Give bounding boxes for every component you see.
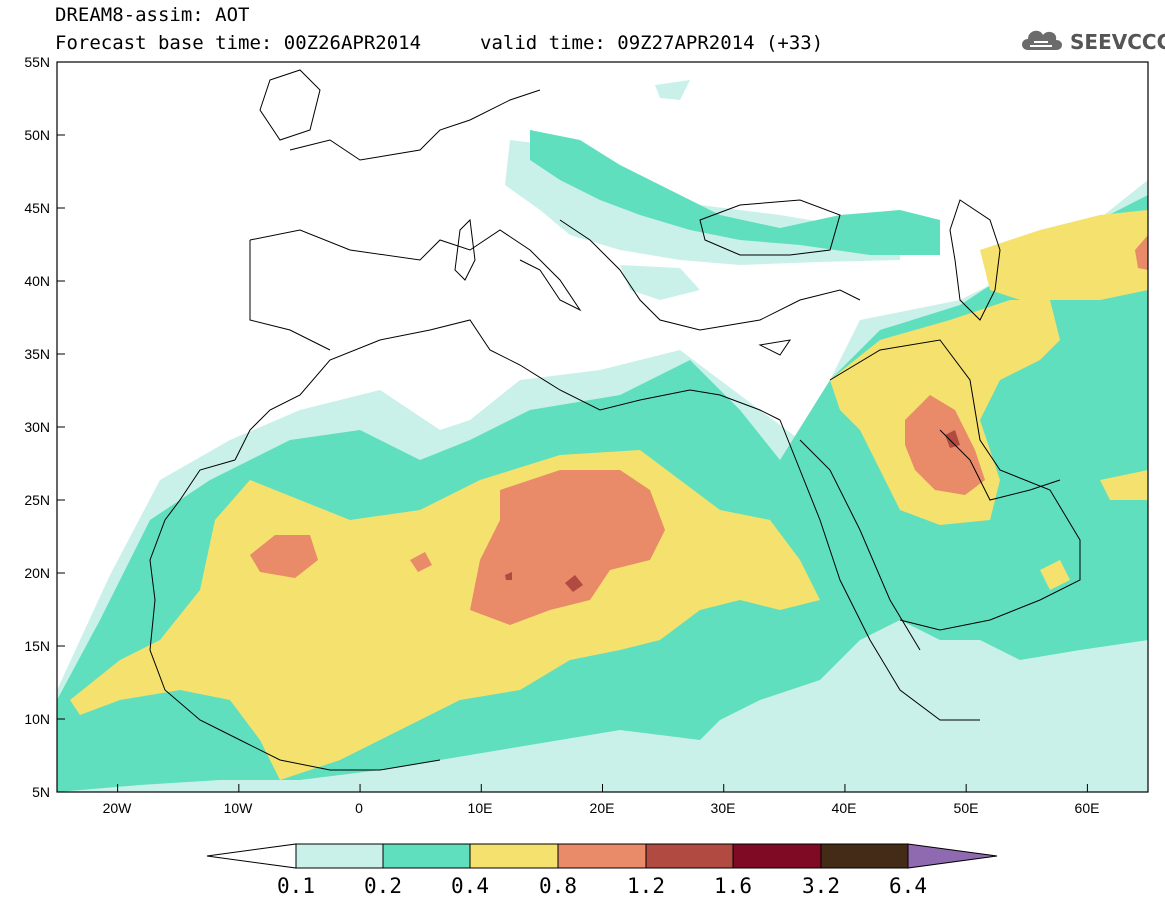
colorbar-label: 1.6 [714,874,752,898]
colorbar-label: 6.4 [889,874,927,898]
lon-label: 60E [1075,800,1100,816]
lon-label: 20W [103,800,133,816]
lat-label: 5N [32,784,50,800]
forecast-base-time: Forecast base time: 00Z26APR2014 [55,32,422,54]
lat-label: 45N [24,200,50,216]
lat-label: 40N [24,273,50,289]
logo-text: SEEVCCC [1070,29,1165,54]
cloud-icon [1018,24,1066,59]
lat-label: 10N [24,711,50,727]
colorbar-segment [469,843,559,869]
colorbar-low-arrow [206,843,297,869]
lat-label: 20N [24,565,50,581]
lat-label: 55N [24,54,50,70]
lon-label: 30E [711,800,736,816]
colorbar-high-arrow [907,843,998,869]
colorbar-segment [382,843,471,869]
lat-label: 30N [24,419,50,435]
map-frame [56,61,1149,793]
colorbar-segment [295,843,384,869]
lat-label: 25N [24,492,50,508]
lat-labels: 55N 50N 45N 40N 35N 30N 25N 20N 15N 10N … [24,54,50,800]
map-title: DREAM8-assim: AOT [55,4,250,26]
colorbar-label: 0.4 [451,874,489,898]
lon-label: 40E [832,800,857,816]
colorbar-label: 3.2 [802,874,840,898]
lon-labels: 20W 10W 0 10E 20E 30E 40E 50E 60E [103,800,1100,816]
coastlines [149,69,1081,771]
lat-label: 50N [24,127,50,143]
colorbar-segment [557,843,647,869]
colorbar-segment [732,843,822,869]
colorbar [206,843,998,869]
axis-ticks [57,61,1088,793]
colorbar-labels: 0.1 0.2 0.4 0.8 1.2 1.6 3.2 6.4 [277,874,927,898]
colorbar-segment [645,843,734,869]
lon-label: 20E [590,800,615,816]
colorbar-label: 0.1 [277,874,315,898]
lon-label: 50E [954,800,979,816]
colorbar-label: 0.8 [539,874,577,898]
lon-label: 10E [468,800,493,816]
lat-label: 15N [24,638,50,654]
valid-time: valid time: 09Z27APR2014 (+33) [480,32,824,54]
lat-label: 35N [24,346,50,362]
seevccc-logo: SEEVCCC [1018,24,1165,59]
aot-field [57,80,1148,792]
lon-label: 10W [224,800,254,816]
lon-label: 0 [355,800,363,816]
colorbar-label: 1.2 [627,874,665,898]
colorbar-label: 0.2 [364,874,402,898]
colorbar-segment [820,843,909,869]
